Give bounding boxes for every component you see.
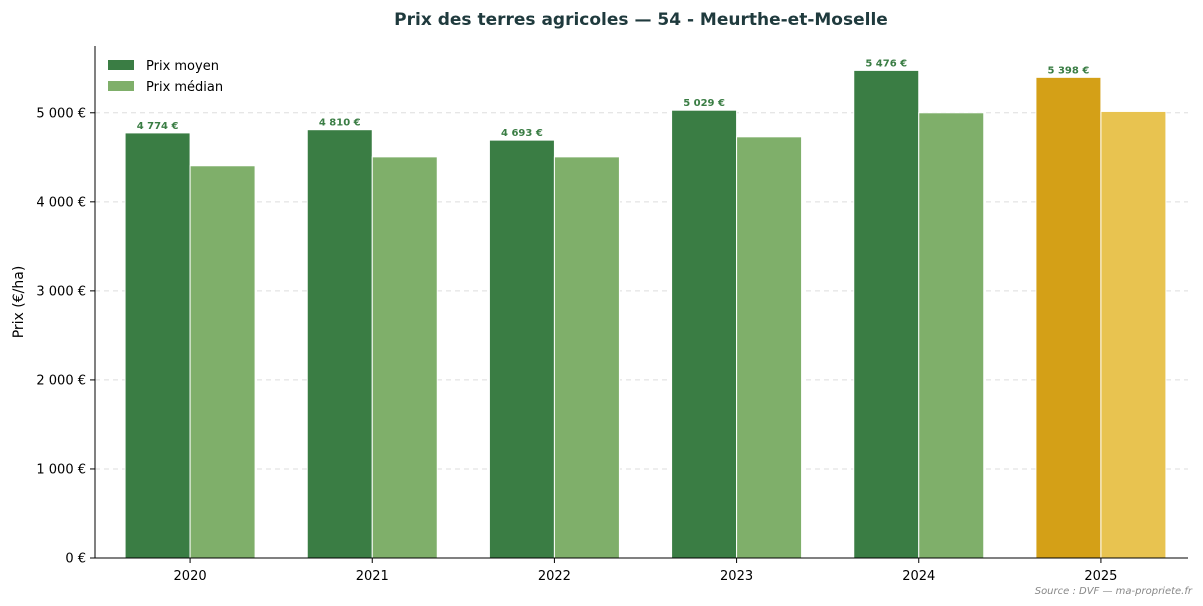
data-label-2020: 4 774 € <box>137 121 179 132</box>
bar-prix-moyen-2020 <box>125 133 190 558</box>
bar-prix-moyen-2025 <box>1036 77 1101 558</box>
x-tick-label: 2022 <box>538 569 571 584</box>
grid-layer <box>95 113 1188 469</box>
y-tick-label: 3 000 € <box>36 284 86 299</box>
y-tick-label: 2 000 € <box>36 373 86 388</box>
axes-layer <box>95 46 1188 558</box>
data-label-2021: 4 810 € <box>319 118 361 129</box>
chart-title: Prix des terres agricoles — 54 - Meurthe… <box>394 10 888 30</box>
x-tick-label: 2021 <box>356 569 389 584</box>
y-tick-label: 5 000 € <box>36 106 86 121</box>
y-axis-label: Prix (€/ha) <box>11 266 27 339</box>
x-tick-label: 2025 <box>1084 569 1117 584</box>
data-label-2024: 5 476 € <box>865 58 907 69</box>
legend-label-prix-median: Prix médian <box>146 80 223 95</box>
legend: Prix moyen Prix médian <box>108 59 223 95</box>
legend-swatch-prix-moyen <box>108 60 134 70</box>
bar-prix-moyen-2024 <box>854 70 919 558</box>
y-tick-label: 1 000 € <box>36 462 86 477</box>
bar-prix-median-2025 <box>1101 111 1166 558</box>
bar-prix-moyen-2023 <box>672 110 737 558</box>
bar-prix-moyen-2021 <box>307 130 372 558</box>
data-label-2025: 5 398 € <box>1048 65 1090 76</box>
bar-prix-median-2022 <box>554 157 619 558</box>
legend-swatch-prix-median <box>108 81 134 91</box>
bar-prix-moyen-2022 <box>489 140 554 558</box>
y-tick-label: 4 000 € <box>36 195 86 210</box>
x-tick-label: 2020 <box>174 569 207 584</box>
bar-prix-median-2023 <box>737 137 802 558</box>
source-note: Source : DVF — ma-propriete.fr <box>1035 586 1193 597</box>
x-tick-label: 2023 <box>720 569 753 584</box>
bar-prix-median-2024 <box>919 113 984 558</box>
data-label-2022: 4 693 € <box>501 128 543 139</box>
bar-prix-median-2021 <box>372 157 437 558</box>
bars-layer <box>125 70 1166 558</box>
data-label-2023: 5 029 € <box>683 98 725 109</box>
x-tick-label: 2024 <box>902 569 935 584</box>
legend-label-prix-moyen: Prix moyen <box>146 59 219 74</box>
bar-prix-median-2020 <box>190 166 255 558</box>
y-tick-label: 0 € <box>65 552 86 567</box>
